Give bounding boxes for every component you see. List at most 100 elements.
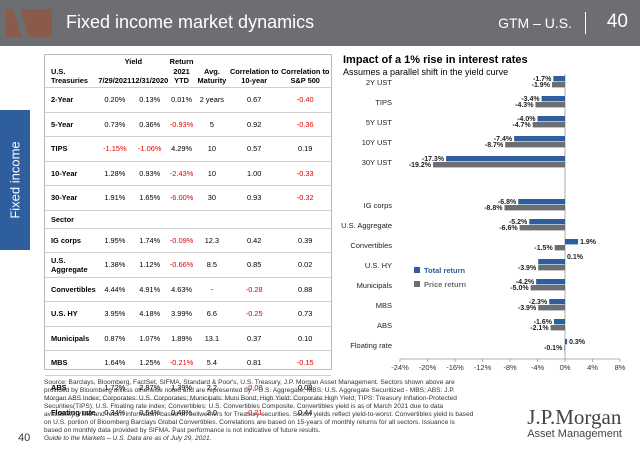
table-cell: 1.91% [98,185,132,210]
bar-price [530,285,565,291]
bar-total [529,219,565,225]
table-cell: 13.1 [194,325,229,351]
table-row: Municipals 0.87% 1.07% 1.89% 13.1 0.37 0.10 [45,325,331,351]
bar-total [554,319,565,325]
category-label: Floating rate [350,341,392,350]
jpmorgan-logo: J.P.Morgan Asset Management [527,405,622,440]
table-cell: 3.95% [98,301,132,326]
data-label: -2.3% [529,299,548,306]
bar-total [553,76,565,82]
chart-subtitle: Assumes a parallel shift in the yield cu… [343,67,509,77]
footer-page-number: 40 [18,432,31,444]
table-cell: 3.99% [168,301,195,326]
table-cell: -1.15% [98,136,132,161]
table-cell: 0.13% [131,87,169,112]
table-cell: 1.89% [168,325,195,351]
table-cell: -0.25 [228,301,280,326]
table-cell: 1.72% [98,374,132,400]
table-cell: 0.36% [131,111,169,137]
row-label: IG corps [45,227,99,253]
data-label: -1.5% [534,245,553,252]
return-group-header: Return [169,56,194,66]
bar-price [551,82,565,88]
table-cell: -0.09% [168,227,195,253]
rate-impact-chart: -24% -20% -16% -12% -8% -4% 0% 4% 8% 2Y UST -1.7% -… [340,54,630,372]
footer-notes: Source: Barclays, Bloomberg, FactSet, SI… [44,379,474,443]
table-cell: 0.73 [279,301,331,326]
table-cell: 5.4 [194,350,229,375]
bar-total [541,96,565,102]
table-cell: 1.39% [168,374,195,400]
data-label: -1.9% [532,82,551,89]
table-cell: 1.12% [131,252,169,277]
table-cell: -2.43% [168,160,195,186]
table-cell: 10 [194,136,229,161]
bar-total [565,239,579,245]
data-label: -3.4% [521,96,540,103]
data-label: -6.8% [498,199,517,206]
table-row: MBS 1.64% 1.25% -0.21% 5.4 0.81 -0.15 [45,350,331,375]
data-label: 1.9% [580,239,597,246]
category-label: ABS [377,321,392,330]
bar-price [554,245,565,251]
table-cell: 1.65% [131,185,169,210]
side-tab: Fixed income [0,110,30,250]
bar-price [505,142,565,148]
table-cell: 4.63% [168,276,195,302]
bar-total [565,339,568,345]
bar-price [519,225,565,231]
bar-price [538,305,565,311]
bar-price [564,345,566,351]
x-tick-label: -12% [474,363,492,372]
table-row: Floating rate 0.34% 0.54% 0.48% 2.0 -0.21 0.44 [45,399,331,424]
table-cell: 2 years [194,87,229,112]
category-label: MBS [376,301,392,310]
table-row: IG corps 1.95% 1.74% -0.09% 12.3 0.42 0.39 [45,227,331,253]
table-cell: 0.42 [228,227,280,253]
category-label: Convertibles [350,241,392,250]
table-cell: -0.93% [168,111,195,137]
table-cell: 0.34% [98,399,132,424]
fixed-income-table: Yield Return U.S. Treasuries 7/29/2021 1… [44,54,332,424]
col-header: Correlation to 10-year [229,67,279,85]
data-label: 0.1% [567,254,584,261]
table-cell: 1.95% [98,227,132,253]
table-cell: 1.00 [228,160,280,186]
row-label: TIPS [45,136,99,161]
chart-title: Impact of a 1% rise in interest rates [343,54,528,66]
row-label: Municipals [45,325,99,351]
table-cell: 0.93 [228,185,280,210]
table-row: 10-Year 1.28% 0.93% -2.43% 10 1.00 -0.33 [45,160,331,186]
table-cell: 1.64% [98,350,132,375]
col-header: 12/31/2020 [131,76,169,85]
col-header: U.S. Treasuries [51,67,88,85]
bar-price [538,265,565,271]
table-cell: 0.10 [279,325,331,351]
col-header: Correlation to S&P 500 [280,67,330,85]
table-cell: 0.39 [279,227,331,253]
table-cell: 2.2 [194,374,229,400]
x-tick-label: -24% [391,363,409,372]
data-label: -4.3% [515,102,534,109]
bar-price [433,162,565,168]
table-cell: 4.44% [98,276,132,302]
bar-price [504,205,565,211]
legend-swatch [414,267,420,273]
x-tick-label: 0% [560,363,571,372]
data-label: -1.6% [534,319,553,326]
table-cell: 0.92 [228,111,280,137]
table-cell: 0.01% [168,87,195,112]
table-cell: 0.73% [98,111,132,137]
col-header: 2021 YTD [173,67,190,85]
table-cell: 4.91% [131,276,169,302]
table-cell: -0.21% [168,350,195,375]
table-cell [98,209,132,228]
table-cell: 1.28% [98,160,132,186]
table-cell: -0.08 [228,374,280,400]
brand-name: J.P.Morgan [527,405,622,429]
data-label: -2.1% [530,325,549,332]
table-cell [131,209,169,228]
table-cell: -0.28 [228,276,280,302]
row-label: 5-Year [45,111,99,137]
data-label: -19.2% [409,162,432,169]
